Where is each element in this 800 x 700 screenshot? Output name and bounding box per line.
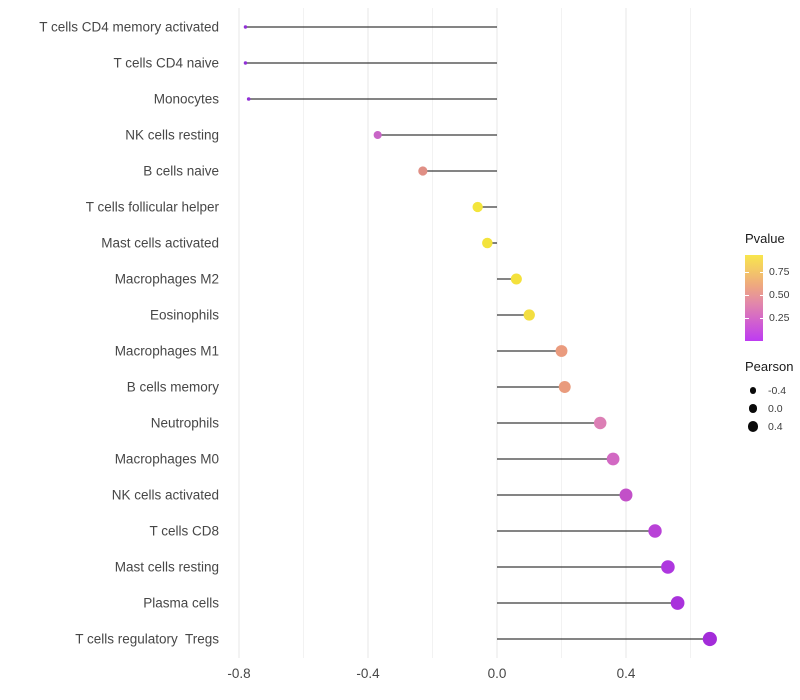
pvalue-colorbar-tick bbox=[745, 295, 749, 297]
lollipop-dot bbox=[648, 524, 662, 538]
pearson-legend-label: -0.4 bbox=[768, 384, 787, 397]
lollipop-dot bbox=[702, 631, 717, 647]
lollipop-dot bbox=[523, 309, 535, 321]
y-axis-label: T cells follicular helper bbox=[86, 200, 220, 215]
pearson-legend-item: 0.4 bbox=[745, 419, 793, 434]
pearson-legend-dot bbox=[747, 421, 759, 432]
y-axis-label: T cells regulatory Tregs bbox=[75, 632, 219, 647]
legend-pearson: Pearson -0.4 0.0 0.4 bbox=[745, 359, 793, 434]
lollipop-dot bbox=[606, 452, 620, 466]
lollipop-dot bbox=[661, 560, 675, 574]
x-axis-tick-label: -0.8 bbox=[227, 666, 250, 681]
pvalue-colorbar-tick-label: 0.50 bbox=[769, 289, 790, 302]
pvalue-colorbar-tick bbox=[745, 272, 749, 274]
x-axis-tick-label: -0.4 bbox=[356, 666, 380, 681]
pearson-legend-item: 0.0 bbox=[745, 401, 793, 416]
pearson-legend-dot bbox=[749, 387, 757, 394]
y-axis-label: T cells CD4 naive bbox=[113, 56, 219, 71]
y-axis-label: NK cells activated bbox=[112, 488, 219, 503]
y-axis-label: Macrophages M2 bbox=[115, 272, 219, 287]
pvalue-colorbar-tick bbox=[759, 295, 763, 297]
lollipop-dot bbox=[246, 97, 251, 101]
pearson-legend-label: 0.4 bbox=[768, 420, 783, 433]
lollipop-dot bbox=[619, 488, 633, 502]
pvalue-colorbar-tick bbox=[759, 318, 763, 320]
lollipop-dot bbox=[670, 596, 685, 610]
legend-pvalue-title: Pvalue bbox=[745, 231, 785, 246]
legend-pearson-title: Pearson bbox=[745, 359, 794, 374]
lollipop-dot bbox=[555, 345, 568, 357]
lollipop-dot bbox=[418, 166, 428, 176]
y-axis-label: Macrophages M1 bbox=[115, 344, 219, 359]
y-axis-label: Eosinophils bbox=[150, 308, 219, 323]
y-axis-label: Macrophages M0 bbox=[115, 452, 219, 467]
y-axis-label: B cells naive bbox=[143, 164, 219, 179]
y-axis-label: B cells memory bbox=[127, 380, 220, 395]
y-axis-label: Neutrophils bbox=[151, 416, 220, 431]
lollipop-dot bbox=[373, 130, 382, 140]
lollipop-dot bbox=[243, 61, 248, 65]
x-axis-tick-label: 0.0 bbox=[488, 666, 507, 681]
lollipop-dot bbox=[510, 273, 522, 285]
y-axis-label: Mast cells resting bbox=[115, 560, 219, 575]
lollipop-dot bbox=[482, 237, 493, 249]
pvalue-colorbar bbox=[745, 255, 763, 341]
pearson-legend-item: -0.4 bbox=[745, 383, 793, 398]
pvalue-colorbar-tick bbox=[745, 318, 749, 320]
pvalue-colorbar-tick bbox=[759, 272, 763, 274]
y-axis-label: NK cells resting bbox=[125, 128, 219, 143]
y-axis-label: T cells CD8 bbox=[149, 524, 219, 539]
pvalue-colorbar-tick-label: 0.75 bbox=[769, 266, 790, 279]
pvalue-colorbar-tick-label: 0.25 bbox=[769, 312, 790, 325]
y-axis-label: Monocytes bbox=[154, 92, 220, 107]
y-axis-label: T cells CD4 memory activated bbox=[39, 20, 219, 35]
lollipop-dot bbox=[472, 201, 483, 213]
lollipop-dot bbox=[243, 25, 248, 29]
y-axis-label: Plasma cells bbox=[143, 596, 219, 611]
y-axis-label: Mast cells activated bbox=[101, 236, 219, 251]
lollipop-dot bbox=[558, 381, 571, 393]
lollipop-dot bbox=[593, 416, 607, 430]
legend-pvalue: Pvalue 0.75 0.50 0.25 bbox=[745, 231, 789, 341]
x-axis-tick-label: 0.4 bbox=[617, 666, 636, 681]
pearson-legend-dot bbox=[748, 404, 758, 413]
pearson-legend-label: 0.0 bbox=[768, 402, 783, 415]
